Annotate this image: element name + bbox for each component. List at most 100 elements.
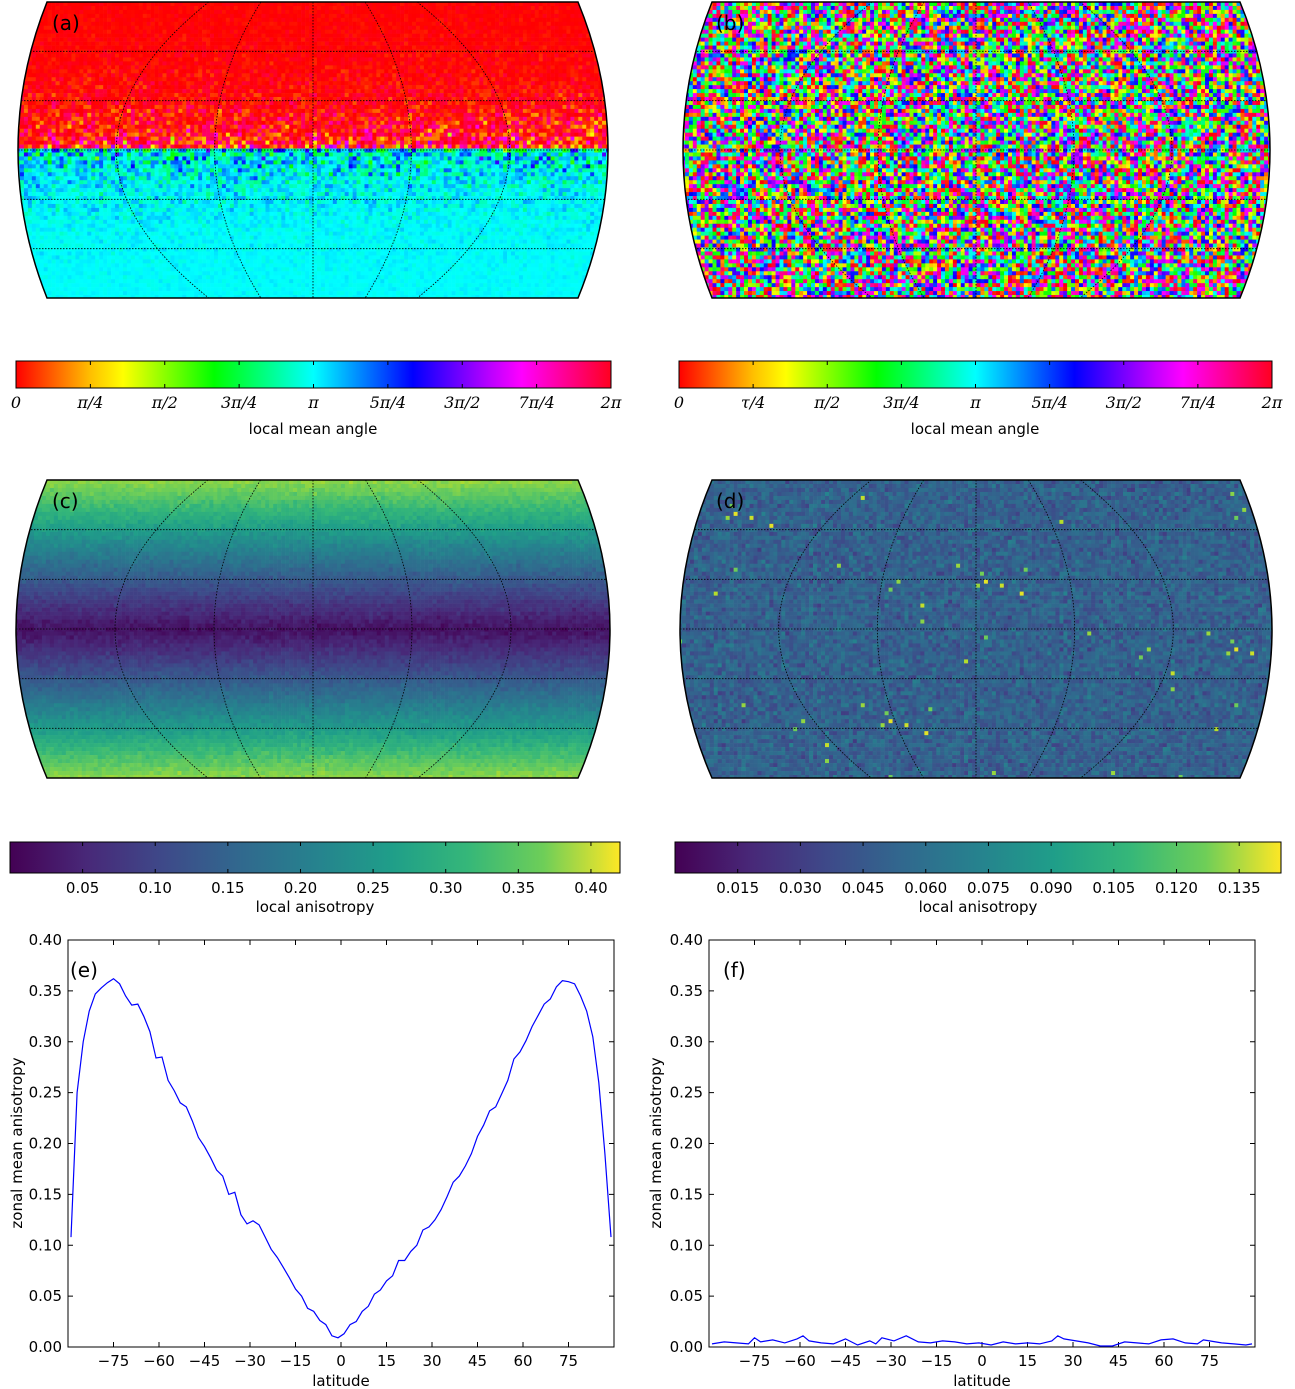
heatmap-cell-a: [18, 13, 21, 19]
heatmap-cell-a: [376, 77, 381, 82]
heatmap-cell-a: [570, 33, 575, 38]
heatmap-cell-a: [578, 33, 583, 38]
heatmap-cell-a: [495, 65, 500, 70]
heatmap-cell-a: [546, 57, 551, 62]
heatmap-cell-a: [35, 41, 41, 46]
heatmap-cell-a: [495, 116, 500, 122]
heatmap-cell-a: [95, 21, 100, 27]
heatmap-cell-a: [431, 116, 437, 122]
heatmap-cell-a: [130, 120, 136, 126]
heatmap-cell-a: [237, 124, 243, 130]
heatmap-cell-a: [59, 49, 64, 54]
heatmap-cell-a: [229, 9, 235, 15]
heatmap-cell-a: [534, 9, 540, 15]
heatmap-cell-a: [178, 89, 183, 94]
heatmap-cell-a: [431, 29, 437, 34]
heatmap-cell-a: [305, 77, 310, 82]
heatmap-cell-a: [35, 97, 41, 102]
heatmap-cell-a: [542, 65, 547, 70]
heatmap-cell-a: [31, 21, 37, 27]
heatmap-cell-a: [463, 116, 468, 122]
heatmap-cell-a: [277, 101, 282, 106]
heatmap-cell-a: [566, 128, 571, 133]
heatmap-cell-a: [182, 104, 187, 110]
heatmap-cell-a: [459, 89, 464, 94]
heatmap-cell-a: [356, 13, 361, 19]
heatmap-cell-a: [495, 41, 500, 46]
heatmap-cell-a: [75, 120, 80, 126]
heatmap-cell-a: [320, 29, 326, 34]
heatmap-cell-a: [499, 57, 504, 62]
heatmap-cell-a: [586, 45, 591, 50]
heatmap-cell-a: [23, 21, 29, 27]
heatmap-cell-a: [471, 101, 476, 106]
heatmap-cell-a: [19, 65, 25, 70]
heatmap-cell-a: [459, 17, 464, 23]
heatmap-cell-a: [594, 21, 599, 27]
heatmap-cell-a: [309, 57, 314, 62]
heatmap-cell-a: [526, 128, 532, 133]
heatmap-cell-a: [210, 81, 215, 86]
heatmap-cell-a: [455, 101, 460, 106]
heatmap-cell-a: [206, 29, 211, 34]
heatmap-cell-a: [237, 81, 243, 86]
heatmap-cell-a: [412, 69, 417, 74]
heatmap-cell-a: [514, 97, 520, 102]
heatmap-cell-a: [380, 124, 385, 130]
heatmap-cell-a: [166, 124, 171, 130]
heatmap-cell-a: [115, 17, 120, 23]
heatmap-cell-a: [471, 69, 476, 74]
heatmap-cell-a: [18, 49, 21, 54]
heatmap-cell-a: [487, 65, 492, 70]
heatmap-cell-a: [332, 108, 338, 114]
heatmap-cell-a: [542, 2, 547, 7]
heatmap-cell-a: [451, 77, 456, 82]
heatmap-cell-a: [277, 5, 282, 11]
heatmap-cell-a: [344, 49, 349, 54]
heatmap-cell-a: [423, 45, 429, 50]
heatmap-cell-a: [400, 85, 405, 90]
heatmap-cell-a: [439, 104, 444, 110]
heatmap-cell-a: [499, 93, 504, 98]
heatmap-cell-a: [154, 21, 159, 27]
heatmap-cell-a: [499, 89, 504, 94]
heatmap-cell-a: [507, 93, 512, 98]
heatmap-cell-a: [289, 108, 294, 114]
heatmap-cell-a: [115, 81, 120, 86]
heatmap-cell-a: [190, 97, 195, 102]
heatmap-cell-a: [316, 108, 322, 114]
heatmap-cell-a: [35, 53, 41, 58]
heatmap-cell-a: [526, 65, 532, 70]
heatmap-cell-a: [574, 73, 579, 78]
heatmap-cell-a: [91, 116, 96, 122]
heatmap-cell-a: [51, 77, 56, 82]
heatmap-cell-a: [134, 104, 140, 110]
heatmap-cell-a: [269, 53, 274, 58]
heatmap-cell-a: [495, 101, 500, 106]
heatmap-cell-a: [261, 25, 266, 31]
heatmap-cell-a: [134, 53, 140, 58]
heatmap-cell-a: [566, 57, 571, 62]
heatmap-cell-a: [103, 97, 108, 102]
heatmap-cell-a: [590, 17, 595, 23]
heatmap-cell-a: [368, 73, 373, 78]
heatmap-cell-a: [241, 2, 246, 7]
heatmap-cell-a: [309, 93, 314, 98]
heatmap-cell-a: [479, 33, 484, 38]
heatmap-cell-a: [554, 17, 559, 23]
heatmap-cell-a: [352, 85, 357, 90]
heatmap-cell-a: [118, 29, 124, 34]
heatmap-cell-a: [253, 124, 258, 130]
heatmap-cell-a: [455, 17, 460, 23]
heatmap-cell-a: [514, 124, 520, 130]
heatmap-cell-a: [154, 69, 159, 74]
heatmap-cell-a: [380, 93, 385, 98]
heatmap-cell-a: [99, 112, 104, 118]
heatmap-cell-a: [344, 101, 349, 106]
heatmap-cell-a: [214, 124, 219, 130]
heatmap-cell-a: [210, 25, 215, 31]
heatmap-cell-a: [273, 13, 278, 19]
heatmap-cell-a: [166, 101, 171, 106]
heatmap-cell-a: [277, 124, 282, 130]
heatmap-cell-a: [328, 21, 334, 27]
